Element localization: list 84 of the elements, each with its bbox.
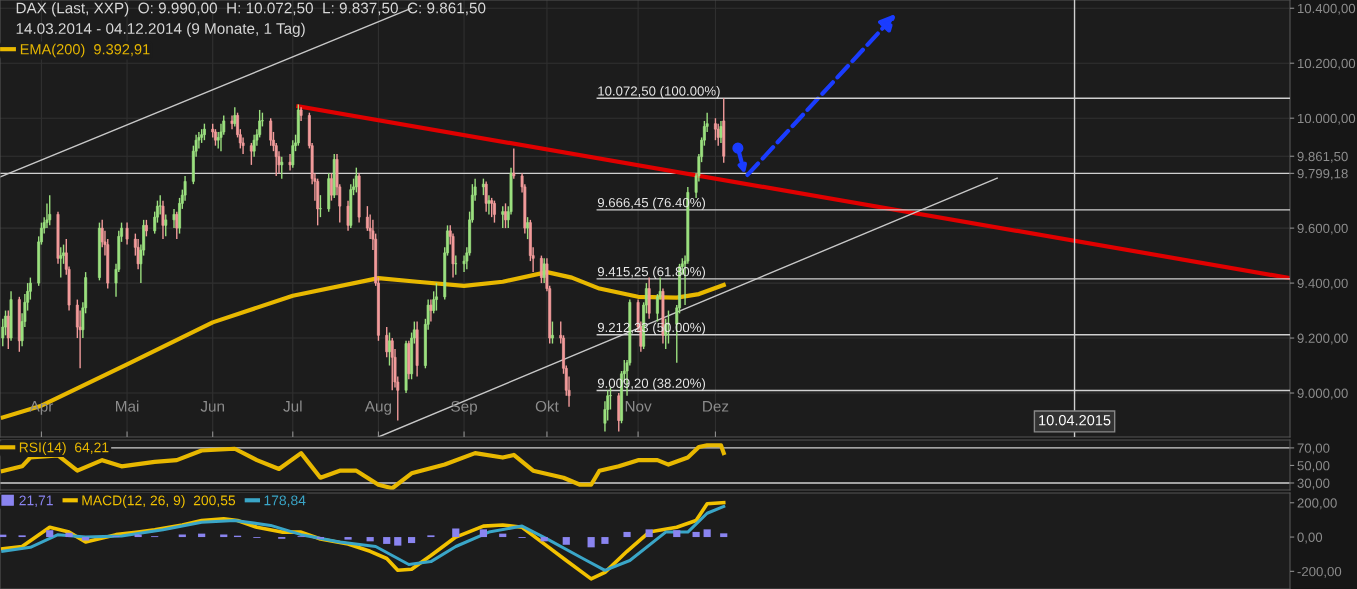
x-tick-label: Jul (283, 400, 302, 412)
x-tick-label: Dez (703, 401, 729, 412)
legend-label: 21,71 (19, 495, 53, 507)
x-tick-label: Nov (625, 401, 652, 412)
bar (645, 529, 653, 538)
x-tick-label: Sep (451, 400, 478, 415)
candlestick (291, 139, 295, 169)
candlestick (484, 180, 488, 213)
candlestick (48, 194, 52, 227)
bar (220, 534, 228, 538)
y-tick-label: 9.861,50 (1297, 151, 1348, 163)
y-tick-label: 70,00 (1297, 443, 1330, 455)
bar (623, 531, 631, 538)
bar (720, 533, 728, 538)
bar (587, 537, 595, 548)
bar (692, 531, 700, 538)
candlestick (280, 155, 284, 180)
bar (178, 534, 186, 538)
x-tick-label: Jun (200, 401, 225, 412)
y-tick-label: 9.600,00 (1297, 223, 1348, 235)
x-tick-label: Okt (535, 400, 559, 412)
y-tick-label: 9.400,00 (1297, 278, 1348, 290)
bar (383, 537, 391, 544)
legend-label: RSI(14) 64,21 (19, 442, 109, 456)
y-tick-label: 50,00 (1297, 461, 1330, 472)
candlestick (172, 208, 176, 229)
bar (65, 532, 73, 538)
candlestick (252, 133, 256, 158)
line-series (0, 443, 726, 490)
bar (366, 537, 374, 542)
candlestick (501, 205, 505, 229)
legend-label: 178,84 (264, 495, 306, 507)
candlestick (125, 221, 129, 246)
candlestick (429, 298, 433, 323)
y-tick-label: 10.000,00 (1297, 113, 1356, 125)
bar (479, 529, 487, 538)
y-tick-label: 9.000,00 (1297, 388, 1348, 400)
candlestick (164, 213, 168, 238)
candlestick (551, 320, 554, 345)
bar (134, 534, 142, 538)
candlestick (512, 147, 516, 180)
candlestick (288, 153, 292, 172)
candlestick (161, 199, 165, 240)
ref-line-label: 10.072,50 (100.00%) (598, 85, 720, 99)
y-tick-label: 10.200,00 (1297, 58, 1356, 70)
legend-label: MACD(12, 26, 9) 200,55 (82, 495, 236, 509)
candlestick (136, 238, 140, 271)
y-tick-label: 30,00 (1297, 478, 1330, 490)
y-tick-label: 9.200,00 (1297, 333, 1348, 345)
bar (344, 537, 352, 540)
x-tick-label: Mai (116, 400, 139, 412)
candlestick (454, 254, 458, 276)
candlestick (542, 257, 546, 284)
y-tick-label: -200,00 (1297, 566, 1342, 578)
bar (562, 537, 570, 545)
y-tick-label: 10.400,00 (1297, 3, 1356, 15)
candlestick (493, 199, 496, 224)
candlestick (230, 114, 234, 130)
bar (46, 530, 54, 538)
bar (452, 528, 460, 538)
text: 14.03.2014 - 04.12.2014 (9 Monate, 1 Tag) (16, 22, 305, 37)
chart-title: DAX (Last, XXP) O: 9.990,00 H: 10.072,50 L: 9.837,50 C: 9.861,50 (16, 2, 486, 17)
ref-line-label: 10.04.2015 (1039, 415, 1111, 426)
candlestick (526, 216, 530, 240)
candlestick (346, 199, 350, 232)
bar (407, 537, 416, 544)
candlestick (434, 282, 438, 312)
bar (601, 537, 609, 544)
y-tick-label: 9.799,18 (1297, 168, 1348, 180)
bar (703, 529, 711, 538)
candlestick (214, 128, 217, 147)
bar (673, 530, 681, 538)
x-tick-label: Aug (364, 401, 392, 415)
candlestick (318, 194, 322, 218)
legend-label: EMA(200) 9.392,91 (20, 43, 150, 58)
bar (540, 537, 548, 542)
candlestick (716, 122, 720, 147)
candlestick (97, 221, 101, 282)
candlestick (504, 202, 507, 229)
y-tick-label: 200,00 (1297, 498, 1337, 510)
bar (394, 537, 402, 546)
candlestick (719, 120, 723, 144)
y-tick-label: 0,00 (1297, 532, 1323, 544)
candlestick (59, 246, 63, 279)
